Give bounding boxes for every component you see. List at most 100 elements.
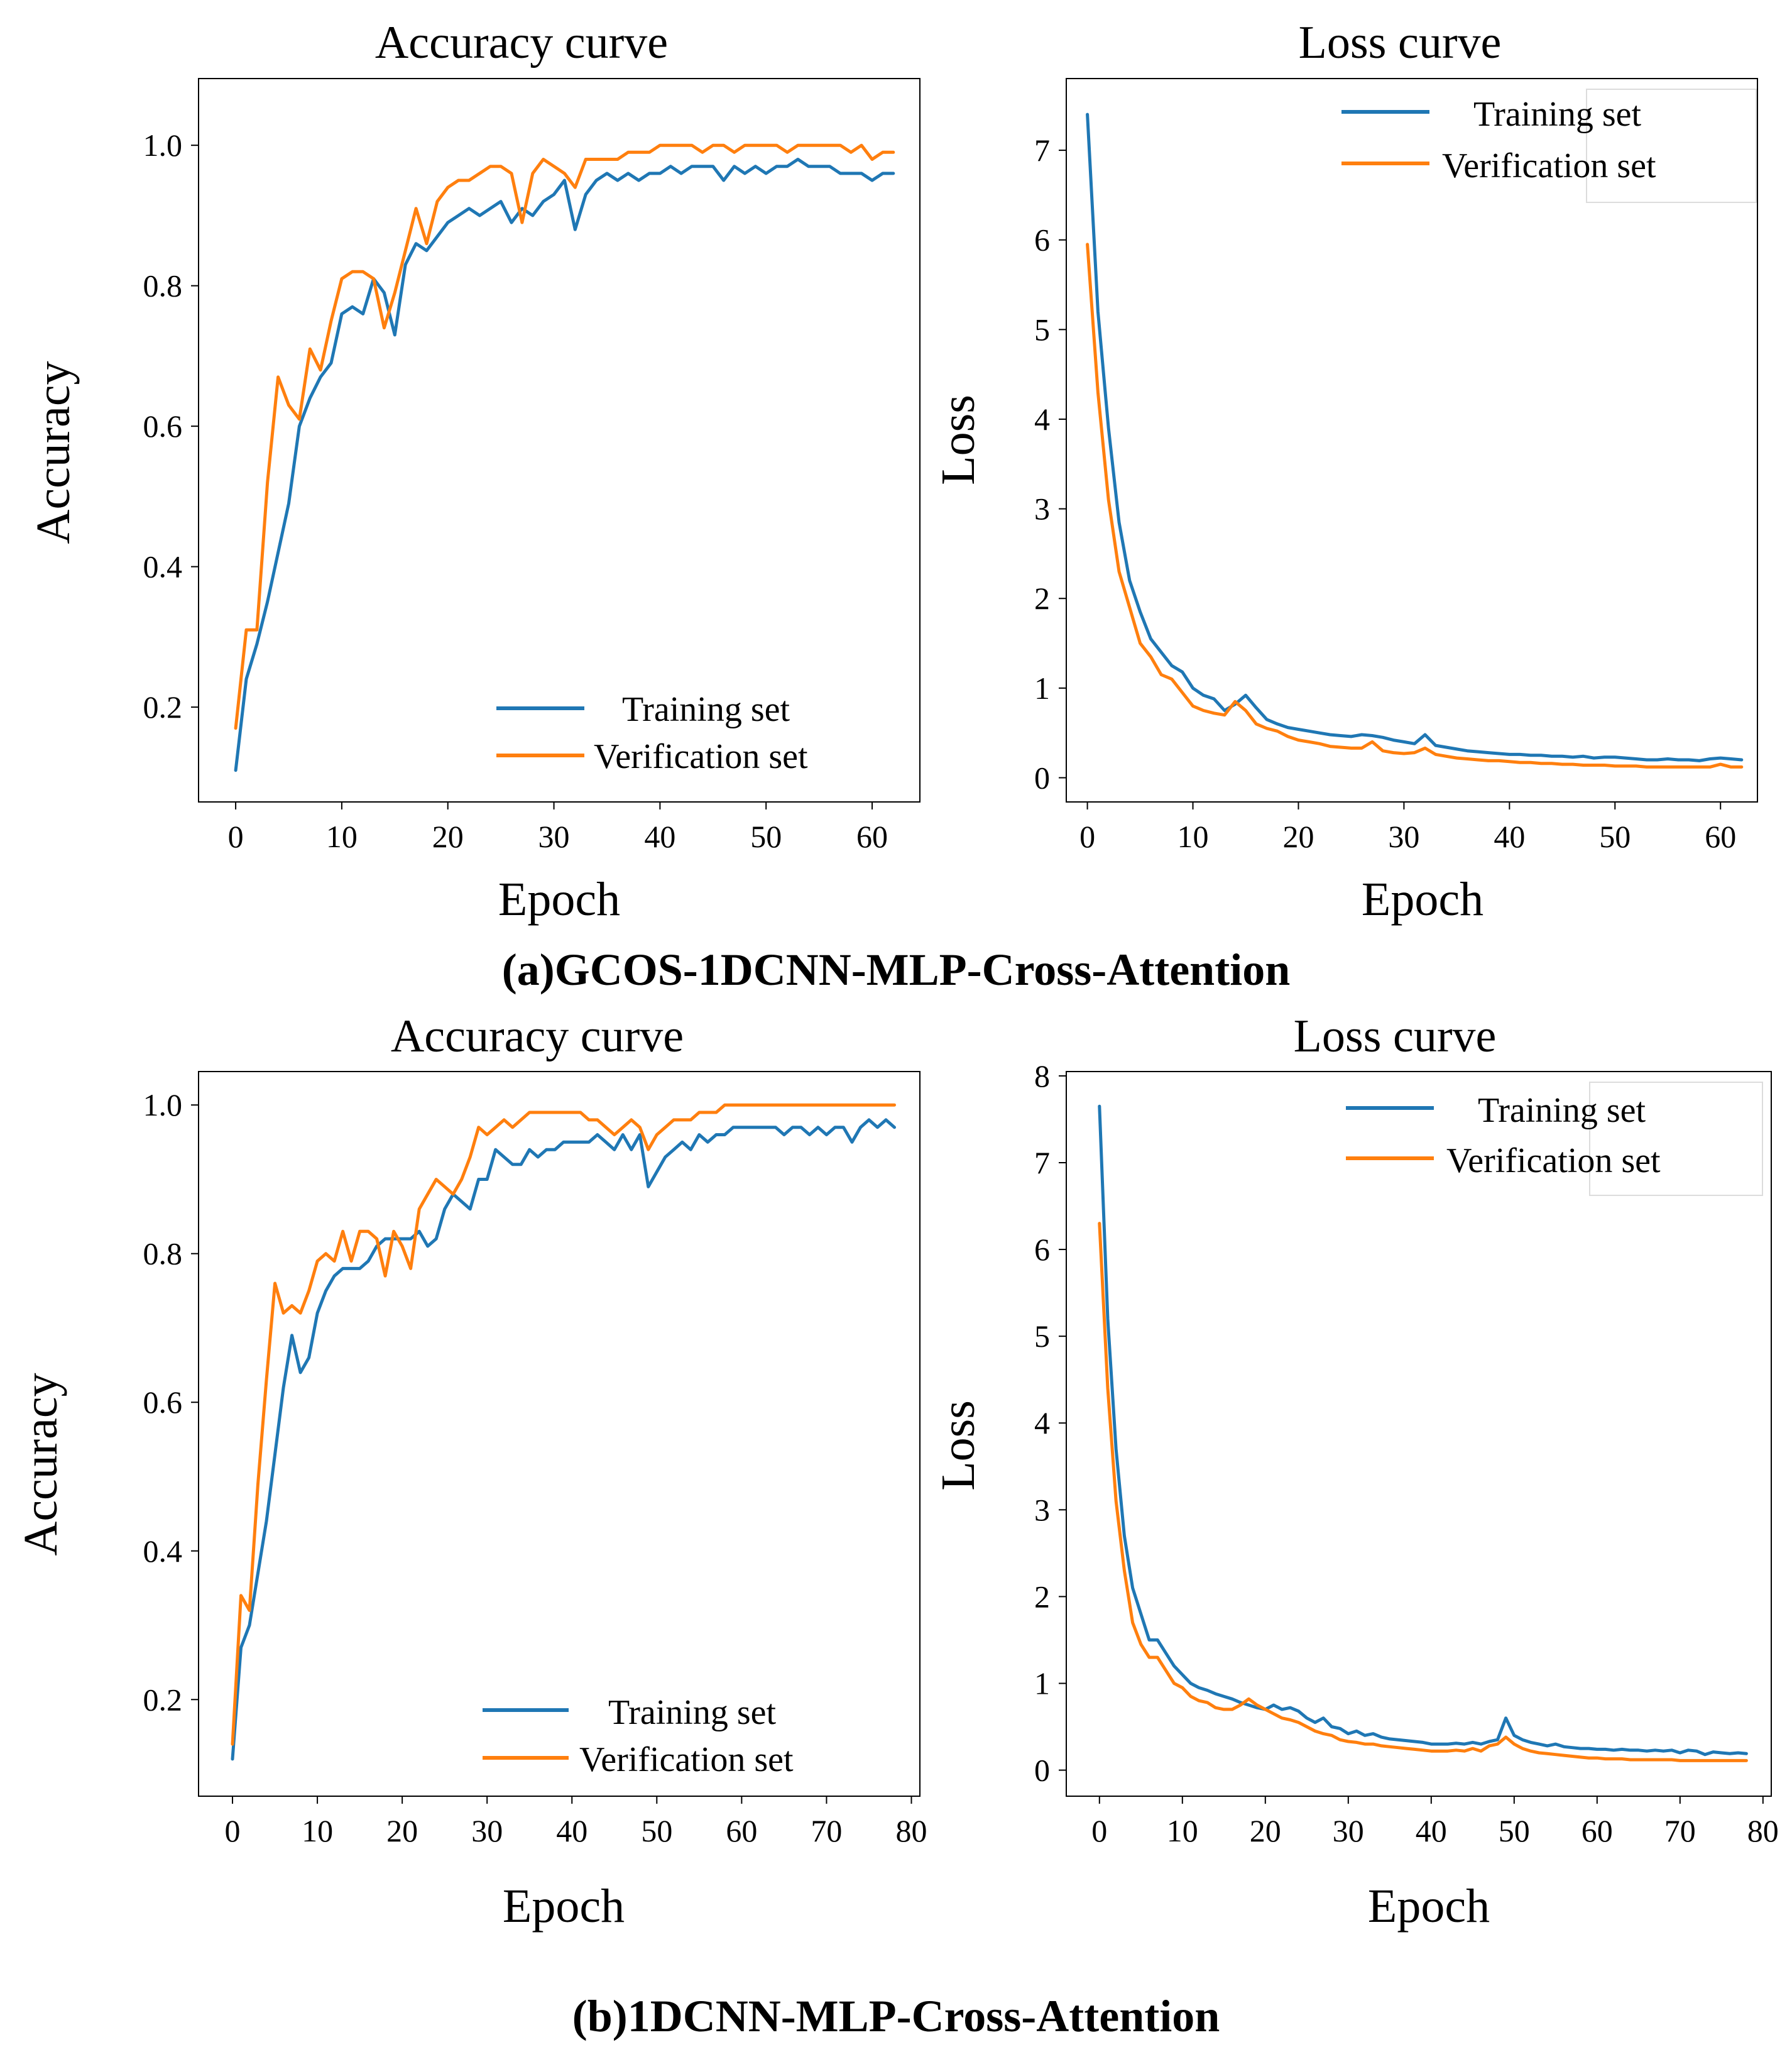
plot-frame bbox=[1066, 1071, 1772, 1797]
x-tick-label: 40 bbox=[1416, 1813, 1447, 1848]
plot-frame bbox=[198, 1071, 921, 1797]
series-lines bbox=[1098, 1104, 1748, 1762]
x-tick-label: 60 bbox=[1705, 819, 1736, 854]
x-tick-label: 80 bbox=[1747, 1813, 1779, 1848]
x-tick-label: 80 bbox=[895, 1813, 927, 1848]
x-axis: 0 10 20 30 40 50 60 70 80 Epoch bbox=[225, 1796, 927, 1933]
y-axis: 0 1 2 3 4 5 6 7 Loss bbox=[932, 133, 1066, 795]
legend-placeholder-box bbox=[1586, 89, 1757, 203]
y-tick-label: 0.4 bbox=[143, 549, 183, 584]
legend-label-training: Training set bbox=[1478, 1091, 1646, 1130]
y-tick-label: 2 bbox=[1034, 1579, 1050, 1614]
legend-label-training: Training set bbox=[1473, 95, 1642, 134]
y-tick-label: 4 bbox=[1034, 1405, 1050, 1440]
y-axis-label: Accuracy bbox=[27, 361, 80, 544]
legend: Training set Verification set bbox=[483, 1693, 794, 1779]
panel-a-caption: (a)GCOS-1DCNN-MLP-Cross-Attention bbox=[502, 945, 1291, 995]
y-tick-label: 1 bbox=[1034, 1665, 1050, 1701]
y-tick-label: 7 bbox=[1034, 133, 1050, 168]
x-tick-label: 30 bbox=[1388, 819, 1419, 854]
y-tick-label: 1 bbox=[1034, 671, 1050, 706]
legend-label-verification: Verification set bbox=[594, 737, 808, 776]
series-line-verification bbox=[1086, 243, 1744, 769]
x-tick-label: 0 bbox=[1079, 819, 1095, 854]
chart-title: Accuracy curve bbox=[375, 17, 668, 69]
y-axis-label: Loss bbox=[932, 1400, 985, 1491]
y-tick-label: 2 bbox=[1034, 581, 1050, 616]
series-line-training bbox=[1086, 112, 1744, 762]
series-lines bbox=[1086, 112, 1744, 769]
panel-a-accuracy-chart: Accuracy curve 0 10 20 30 40 50 60 Epoch 0.20.… bbox=[27, 17, 921, 926]
x-axis: 0 10 20 30 40 50 60 70 80 Epoch bbox=[1091, 1796, 1779, 1933]
x-tick-label: 10 bbox=[326, 819, 358, 854]
series-line-training bbox=[231, 1118, 896, 1761]
x-tick-label: 50 bbox=[1499, 1813, 1530, 1848]
x-tick-label: 20 bbox=[1250, 1813, 1281, 1848]
panel-b-accuracy-chart: Accuracy curve 0 10 20 30 40 50 60 70 80 Epoch 0… bbox=[14, 1011, 927, 1933]
chart-title: Loss curve bbox=[1294, 1011, 1497, 1062]
y-tick-label: 6 bbox=[1034, 222, 1050, 258]
legend: Training set Verification set bbox=[1346, 1091, 1661, 1180]
x-tick-label: 30 bbox=[471, 1813, 503, 1848]
legend-label-verification: Verification set bbox=[579, 1740, 794, 1779]
x-tick-label: 60 bbox=[1582, 1813, 1613, 1848]
panel-b-loss-chart: Loss curve 0 10 20 30 40 50 60 70 80 Epoch 0 1 2 3 4… bbox=[932, 1011, 1779, 1933]
y-axis: 0 1 2 3 4 5 6 7 8 Loss bbox=[932, 1058, 1066, 1788]
x-tick-label: 0 bbox=[228, 819, 244, 854]
legend: Training set Verification set bbox=[496, 690, 808, 776]
x-axis-label: Epoch bbox=[498, 873, 620, 926]
y-tick-label: 3 bbox=[1034, 1492, 1050, 1527]
y-tick-label: 0.2 bbox=[143, 689, 183, 725]
panel-b-caption: (b)1DCNN-MLP-Cross-Attention bbox=[572, 1991, 1220, 2041]
x-axis-label: Epoch bbox=[1362, 873, 1483, 926]
x-tick-label: 0 bbox=[1091, 1813, 1107, 1848]
x-tick-label: 30 bbox=[1333, 1813, 1364, 1848]
x-tick-label: 40 bbox=[556, 1813, 587, 1848]
y-tick-label: 0.6 bbox=[143, 409, 183, 444]
y-tick-label: 3 bbox=[1034, 491, 1050, 527]
x-tick-label: 10 bbox=[1177, 819, 1209, 854]
chart-title: Loss curve bbox=[1299, 17, 1502, 69]
y-tick-label: 0.6 bbox=[143, 1385, 183, 1420]
y-axis: 0.2 0.4 0.6 0.8 1.0 Accuracy bbox=[14, 1087, 199, 1717]
plot-frame bbox=[1066, 78, 1758, 803]
x-tick-label: 70 bbox=[811, 1813, 842, 1848]
x-tick-label: 60 bbox=[856, 819, 888, 854]
x-axis-label: Epoch bbox=[503, 1880, 625, 1933]
plot-frame bbox=[198, 78, 921, 803]
x-tick-label: 60 bbox=[726, 1813, 757, 1848]
y-tick-label: 0.2 bbox=[143, 1682, 183, 1717]
y-tick-label: 1.0 bbox=[143, 1087, 183, 1122]
x-tick-label: 40 bbox=[644, 819, 675, 854]
legend-label-training: Training set bbox=[608, 1693, 777, 1732]
y-axis-label: Loss bbox=[932, 395, 985, 485]
series-line-verification bbox=[234, 143, 895, 730]
x-tick-label: 10 bbox=[302, 1813, 333, 1848]
x-tick-label: 20 bbox=[432, 819, 464, 854]
x-axis-label: Epoch bbox=[1368, 1880, 1490, 1933]
legend-label-verification: Verification set bbox=[1442, 146, 1656, 185]
x-tick-label: 30 bbox=[538, 819, 570, 854]
y-tick-label: 6 bbox=[1034, 1232, 1050, 1267]
legend-label-verification: Verification set bbox=[1446, 1141, 1661, 1180]
x-tick-label: 0 bbox=[225, 1813, 241, 1848]
panel-a-loss-chart: Loss curve 0 10 20 30 40 50 60 Epoch 01234567 … bbox=[932, 17, 1758, 926]
y-tick-label: 0.8 bbox=[143, 1236, 183, 1271]
y-tick-label: 0.8 bbox=[143, 268, 183, 304]
x-tick-label: 50 bbox=[750, 819, 782, 854]
series-line-verification bbox=[231, 1103, 896, 1746]
x-axis: 0 10 20 30 40 50 60 Epoch bbox=[228, 802, 888, 926]
legend-placeholder-box bbox=[1589, 1082, 1763, 1196]
x-tick-label: 10 bbox=[1167, 1813, 1198, 1848]
y-axis: 0.2 0.4 0.6 0.8 1.0 Accuracy bbox=[27, 128, 199, 725]
series-line-training bbox=[234, 158, 895, 772]
x-axis: 0 10 20 30 40 50 60 Epoch bbox=[1079, 802, 1736, 926]
series-line-verification bbox=[1098, 1222, 1748, 1762]
y-axis-label: Accuracy bbox=[14, 1373, 67, 1555]
y-tick-label: 4 bbox=[1034, 402, 1050, 437]
y-tick-label: 0 bbox=[1034, 1753, 1050, 1788]
y-tick-label: 1.0 bbox=[143, 128, 183, 163]
y-tick-label: 5 bbox=[1034, 312, 1050, 347]
x-tick-label: 70 bbox=[1664, 1813, 1696, 1848]
